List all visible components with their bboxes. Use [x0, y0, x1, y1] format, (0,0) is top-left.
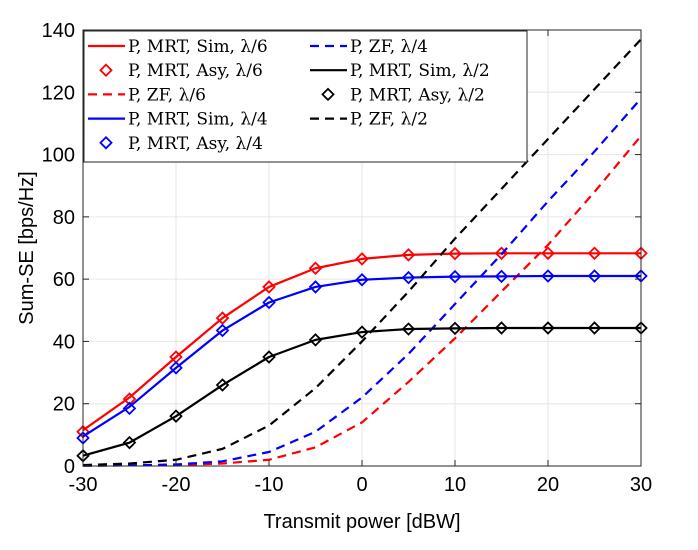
x-tick-label: 30	[630, 474, 652, 496]
data-point	[494, 321, 509, 335]
data-point	[494, 269, 509, 284]
legend-label: P, MRT, Sim, λ/6	[128, 37, 268, 57]
series-p-mrt-asy-lambda-4	[76, 269, 648, 445]
legend-label: P, ZF, λ/2	[350, 110, 428, 130]
series-line	[82, 274, 641, 438]
legend-label: P, MRT, Asy, λ/2	[350, 85, 485, 105]
y-tick-label: 60	[53, 269, 75, 291]
data-point	[448, 321, 462, 336]
legend: P, MRT, Sim, λ/6 P, MRT, Asy, λ/6 P, ZF, λ…	[83, 30, 528, 163]
series-p-mrt-sim-lambda-4	[82, 274, 641, 438]
data-point	[169, 409, 183, 423]
legend-item: P, ZF, λ/6	[88, 85, 206, 105]
data-point	[308, 280, 323, 294]
legend-label: P, ZF, λ/6	[128, 85, 206, 105]
series-line	[82, 38, 642, 467]
data-point	[541, 321, 555, 335]
data-point	[448, 269, 462, 284]
y-tick-label: 40	[53, 331, 75, 353]
legend-marker-sample	[99, 136, 113, 150]
legend-item: P, ZF, λ/4	[310, 37, 428, 57]
y-tick-label: 20	[53, 394, 75, 416]
data-point	[262, 350, 276, 364]
data-point	[355, 325, 369, 339]
y-tick-label: 120	[42, 82, 75, 104]
legend-marker-sample	[99, 63, 113, 77]
series-p-mrt-sim-lambda-2	[82, 326, 641, 457]
data-point	[587, 269, 602, 283]
data-point	[122, 392, 137, 406]
legend-label: P, MRT, Asy, λ/6	[128, 61, 263, 81]
y-tick-label: 80	[53, 207, 75, 229]
data-point	[215, 311, 230, 325]
data-point	[215, 378, 230, 392]
series-line	[82, 252, 641, 432]
series-layer	[76, 38, 648, 467]
data-point	[401, 248, 416, 262]
data-point	[355, 252, 369, 266]
x-tick-label: -10	[255, 474, 284, 496]
legend-item: P, MRT, Asy, λ/4	[99, 134, 263, 154]
x-axis-label: Transmit power [dBW]	[263, 511, 460, 533]
ticks-layer: -30 -20 -10 0 10 20 30 0 20 40 60 80 100 120 140	[42, 20, 653, 496]
y-tick-label: 140	[42, 20, 75, 42]
data-point	[401, 322, 416, 336]
data-point	[587, 246, 602, 261]
x-tick-label: 10	[444, 474, 466, 496]
data-point	[122, 435, 137, 450]
data-point	[448, 246, 462, 261]
data-point	[541, 269, 555, 283]
data-point	[262, 295, 276, 310]
data-point	[262, 280, 276, 294]
legend-label: P, MRT, Sim, λ/2	[350, 61, 490, 81]
legend-item: P, MRT, Sim, λ/2	[310, 61, 490, 81]
data-point	[355, 272, 369, 287]
legend-label: P, MRT, Asy, λ/4	[128, 134, 263, 154]
data-point	[122, 401, 137, 416]
x-tick-label: 20	[537, 474, 559, 496]
legend-item: P, MRT, Asy, λ/2	[321, 85, 485, 105]
y-axis-label: Sum-SE [bps/Hz]	[16, 171, 38, 324]
data-point	[401, 270, 416, 285]
series-line	[82, 326, 641, 457]
x-tick-label: -20	[162, 474, 191, 496]
legend-item: P, MRT, Sim, λ/6	[88, 37, 268, 57]
x-tick-label: -30	[69, 474, 98, 496]
legend-label: P, MRT, Sim, λ/4	[128, 110, 268, 130]
legend-item: P, MRT, Asy, λ/6	[99, 61, 263, 81]
y-tick-label: 100	[42, 145, 75, 167]
data-point	[587, 321, 602, 335]
y-tick-label: 0	[64, 456, 75, 478]
legend-item: P, MRT, Sim, λ/4	[88, 110, 268, 130]
data-point	[541, 246, 555, 261]
data-point	[308, 333, 323, 347]
data-point	[169, 361, 183, 375]
x-tick-label: 0	[356, 474, 367, 496]
legend-box	[83, 30, 528, 163]
legend-item: P, ZF, λ/2	[310, 110, 428, 130]
data-point	[308, 261, 323, 276]
data-point	[215, 323, 230, 338]
legend-marker-sample	[321, 87, 335, 102]
series-p-mrt-sim-lambda-6	[82, 252, 641, 432]
series-p-zf-lambda-2	[82, 38, 642, 467]
legend-label: P, ZF, λ/4	[350, 37, 428, 57]
